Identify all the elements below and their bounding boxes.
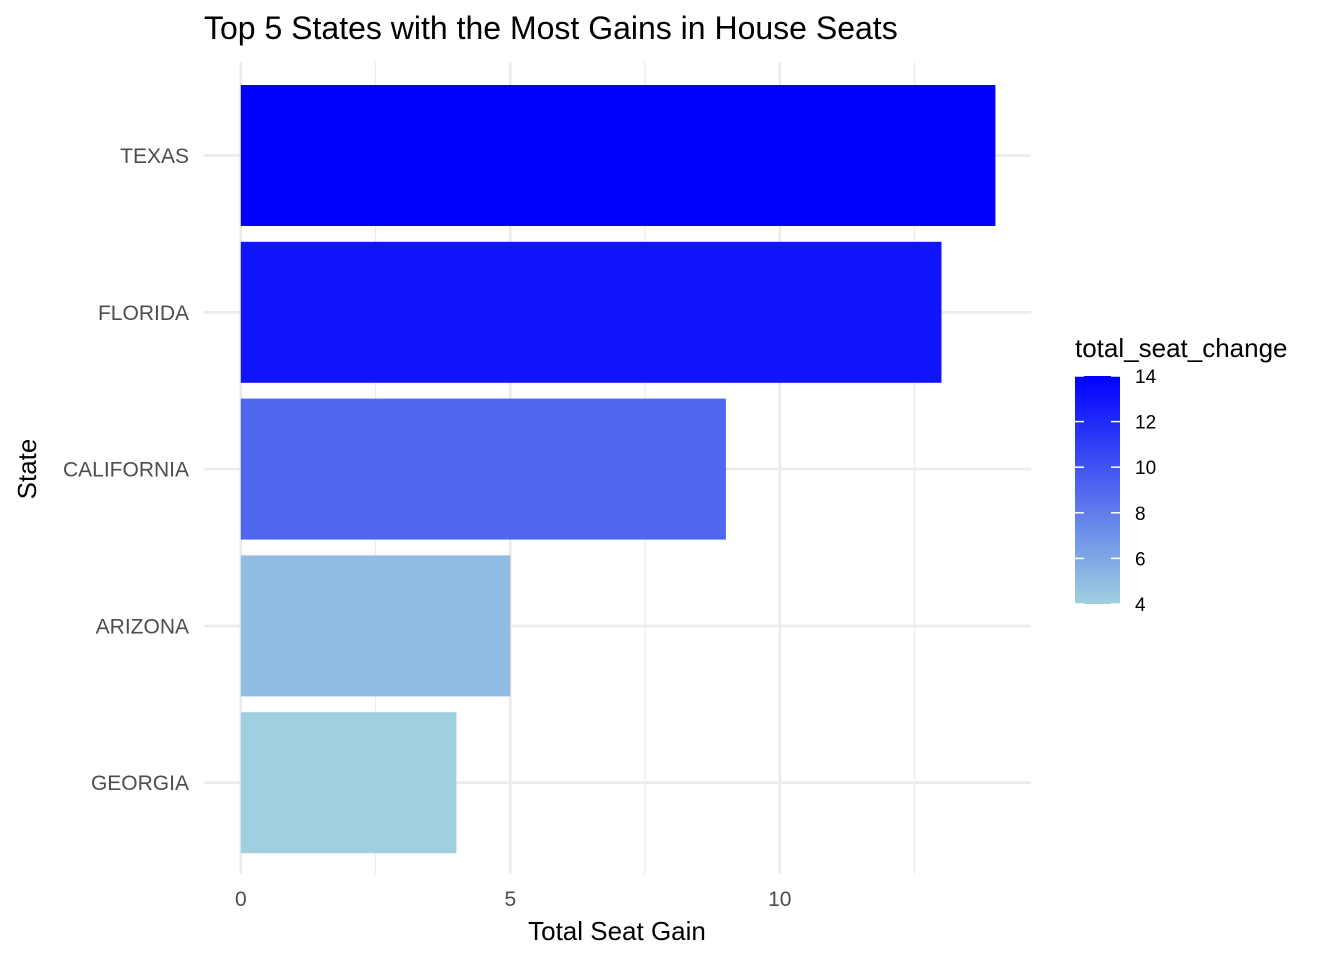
y-tick-labels: TEXAS FLORIDA CALIFORNIA ARIZONA GEORGIA bbox=[63, 145, 189, 795]
x-tick-label: 5 bbox=[504, 888, 516, 911]
colorbar-label: 4 bbox=[1135, 595, 1146, 616]
bar-texas bbox=[240, 85, 996, 226]
x-tick-label: 0 bbox=[235, 888, 247, 911]
x-tick-labels: 0 5 10 bbox=[235, 888, 792, 911]
bars bbox=[240, 85, 996, 854]
y-tick-label: CALIFORNIA bbox=[63, 459, 189, 482]
colorbar-label: 8 bbox=[1135, 504, 1146, 525]
y-axis-title: State bbox=[12, 439, 42, 500]
bar-florida bbox=[240, 241, 942, 383]
bar-georgia bbox=[240, 712, 457, 854]
colorbar-ticks: 4 6 8 10 12 14 bbox=[1075, 367, 1157, 616]
x-tick-label: 10 bbox=[768, 888, 791, 911]
y-tick-label: ARIZONA bbox=[96, 615, 189, 638]
legend-title: total_seat_change bbox=[1075, 333, 1288, 363]
colorbar bbox=[1075, 376, 1120, 604]
y-tick-label: TEXAS bbox=[120, 145, 189, 168]
colorbar-label: 12 bbox=[1135, 413, 1156, 434]
colorbar-label: 6 bbox=[1135, 549, 1146, 570]
bar-california bbox=[240, 398, 726, 540]
bar-arizona bbox=[240, 555, 511, 697]
y-tick-label: FLORIDA bbox=[98, 302, 189, 325]
chart-title: Top 5 States with the Most Gains in Hous… bbox=[204, 10, 898, 46]
legend: total_seat_change 4 6 8 10 12 14 bbox=[1075, 333, 1288, 616]
colorbar-label: 10 bbox=[1135, 458, 1156, 479]
y-tick-label: GEORGIA bbox=[91, 772, 189, 795]
x-axis-title: Total Seat Gain bbox=[528, 916, 706, 946]
colorbar-label: 14 bbox=[1135, 367, 1157, 388]
